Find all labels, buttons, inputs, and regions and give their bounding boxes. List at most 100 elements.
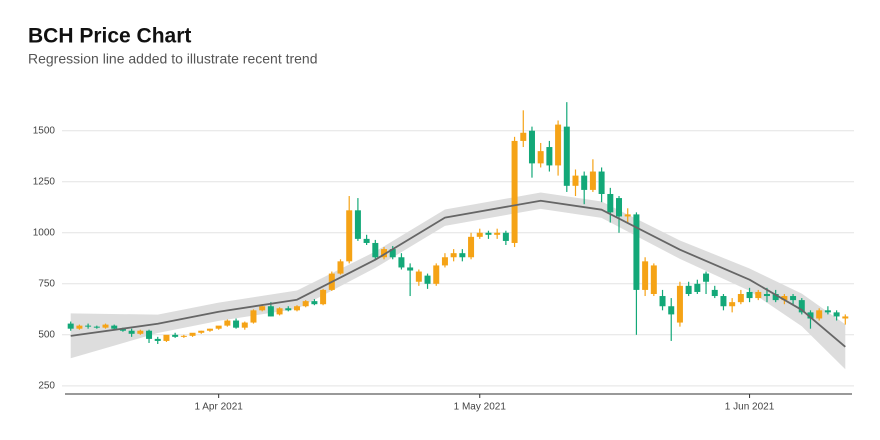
y-tick-label: 1500 xyxy=(33,125,56,136)
candle-body xyxy=(633,214,640,290)
candle-body xyxy=(398,257,405,268)
candle-body xyxy=(302,301,309,307)
candle-body xyxy=(450,253,457,258)
candle-body xyxy=(459,253,466,258)
candle-body xyxy=(354,210,361,239)
candle-body xyxy=(720,296,727,307)
candle-body xyxy=(790,296,797,301)
candle-body xyxy=(381,249,388,258)
candle-body xyxy=(694,283,701,292)
candle-body xyxy=(807,312,814,319)
chart-title: BCH Price Chart xyxy=(28,25,191,48)
candle-body xyxy=(276,308,283,315)
candle-body xyxy=(172,334,179,337)
candle-body xyxy=(146,330,153,339)
candle-body xyxy=(685,285,692,294)
candle-body xyxy=(337,261,344,274)
candle-body xyxy=(555,124,562,166)
regression-line xyxy=(70,199,846,348)
candle-body xyxy=(215,325,222,329)
candle-body xyxy=(572,175,579,186)
candle-body xyxy=(163,334,170,341)
candle-body xyxy=(285,308,292,311)
candle-body xyxy=(642,261,649,290)
candle-body xyxy=(616,198,623,217)
candle-body xyxy=(433,265,440,284)
candle-body xyxy=(607,193,614,213)
candle-body xyxy=(407,267,414,271)
candle-body xyxy=(102,324,109,328)
candle-body xyxy=(67,323,74,329)
candle-body xyxy=(198,330,205,333)
candle-body xyxy=(729,302,736,307)
candle-body xyxy=(485,232,492,235)
candle-body xyxy=(494,232,501,235)
candle-body xyxy=(798,300,805,313)
candle-body xyxy=(233,320,240,328)
candle-body xyxy=(154,338,161,341)
candle-body xyxy=(250,310,257,323)
candle-body xyxy=(755,291,762,299)
candle-body xyxy=(111,325,118,329)
candle-body xyxy=(763,293,770,297)
candle-body xyxy=(824,310,831,313)
candle-body xyxy=(746,291,753,299)
candle-body xyxy=(659,296,666,307)
candle-body xyxy=(389,249,396,258)
candle-body xyxy=(441,257,448,266)
candle-body xyxy=(293,306,300,311)
candle-body xyxy=(624,214,631,217)
candle-body xyxy=(137,330,144,334)
y-tick-label: 500 xyxy=(38,329,55,340)
y-tick-label: 750 xyxy=(38,278,55,289)
candle-body xyxy=(589,171,596,190)
candle-body xyxy=(93,326,100,328)
candle-body xyxy=(476,232,483,237)
candle-body xyxy=(85,325,92,327)
candle-body xyxy=(346,210,353,262)
candle-body xyxy=(311,301,318,305)
candle-body xyxy=(206,328,213,331)
y-tick-label: 250 xyxy=(38,380,55,391)
candle-body xyxy=(76,325,83,329)
candle-body xyxy=(189,332,196,336)
candle-body xyxy=(842,316,849,319)
candle-body xyxy=(772,293,779,301)
y-tick-label: 1000 xyxy=(33,227,56,238)
candle-body xyxy=(415,271,422,282)
candle-body xyxy=(781,296,788,301)
candle-body xyxy=(424,275,431,284)
candle-body xyxy=(119,328,126,331)
candle-body xyxy=(546,147,553,166)
candle-body xyxy=(668,306,675,315)
candle-body xyxy=(833,312,840,317)
candle-body xyxy=(650,265,657,294)
candle-body xyxy=(128,330,135,334)
candle-body xyxy=(363,238,370,243)
y-tick-label: 1250 xyxy=(33,176,56,187)
x-tick-label: 1 Apr 2021 xyxy=(194,402,243,413)
candle-body xyxy=(511,140,518,243)
candle-body xyxy=(372,242,379,258)
x-tick-label: 1 Jun 2021 xyxy=(725,402,775,413)
candle-body xyxy=(241,322,248,328)
candle-body xyxy=(259,306,266,311)
candle-body xyxy=(703,273,710,282)
candle-body xyxy=(502,232,509,241)
candle-body xyxy=(180,335,187,337)
candle-body xyxy=(676,285,683,323)
candle-body xyxy=(737,293,744,303)
candle-body xyxy=(816,310,823,319)
candle-body xyxy=(267,306,274,317)
candle-body xyxy=(468,236,475,258)
confidence-band xyxy=(70,192,846,370)
x-tick-label: 1 May 2021 xyxy=(454,402,507,413)
candle-body xyxy=(320,289,327,305)
candle-body xyxy=(598,171,605,194)
candle-body xyxy=(224,320,231,326)
candle-body xyxy=(528,130,535,164)
candle-body xyxy=(581,175,588,190)
candle-body xyxy=(520,132,527,141)
candle-body xyxy=(537,151,544,164)
